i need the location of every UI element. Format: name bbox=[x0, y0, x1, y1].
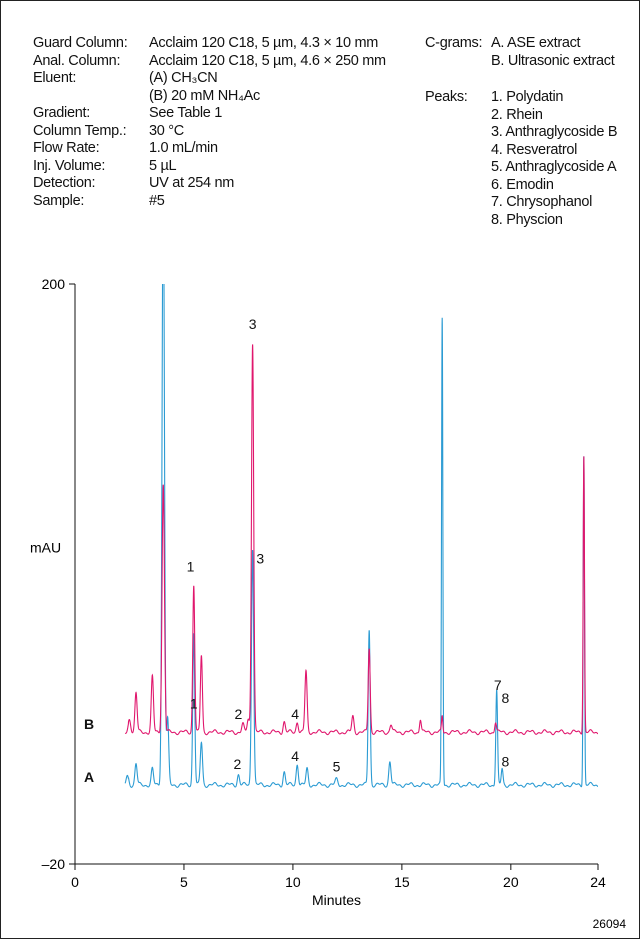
condition-label: Detection: bbox=[33, 175, 96, 191]
y-tick-label: 200 bbox=[42, 276, 66, 292]
x-tick-label: 15 bbox=[394, 874, 410, 890]
condition-row: Guard Column: Acclaim 120 C18, 5 µm, 4.3 … bbox=[33, 35, 386, 53]
peak-label-B: 8 bbox=[501, 690, 509, 706]
peak-row: 6. Emodin bbox=[425, 177, 617, 195]
condition-row: Anal. Column: Acclaim 120 C18, 5 µm, 4.6 … bbox=[33, 53, 386, 71]
condition-row: Gradient: See Table 1 bbox=[33, 105, 386, 123]
condition-row: Inj. Volume: 5 µL bbox=[33, 158, 386, 176]
trace-B bbox=[124, 344, 598, 736]
peak-item: 7. Chrysophanol bbox=[491, 194, 593, 210]
figure-id: 26094 bbox=[593, 917, 627, 931]
condition-row: Sample: #5 bbox=[33, 193, 386, 211]
condition-value: (A) CH₃CN bbox=[149, 70, 218, 86]
condition-label: Flow Rate: bbox=[33, 140, 100, 156]
condition-row: Detection: UV at 254 nm bbox=[33, 175, 386, 193]
condition-value: 30 °C bbox=[149, 122, 184, 139]
condition-row: Column Temp.: 30 °C bbox=[33, 123, 386, 141]
peak-item: 6. Emodin bbox=[491, 176, 554, 193]
peak-label-A: 4 bbox=[291, 748, 299, 764]
peak-item: 4. Resveratrol bbox=[491, 141, 578, 158]
peak-item: 3. Anthraglycoside B bbox=[491, 124, 618, 140]
x-tick-label: 0 bbox=[71, 874, 79, 890]
peak-label-A: 2 bbox=[233, 756, 241, 772]
series-label-A: A bbox=[84, 769, 94, 785]
y-axis-label: mAU bbox=[30, 540, 61, 556]
condition-label: Sample: bbox=[33, 192, 85, 209]
peak-item: 8. Physcion bbox=[491, 211, 563, 228]
x-tick-label: 5 bbox=[180, 874, 188, 890]
condition-label: Anal. Column: bbox=[33, 52, 121, 69]
condition-label: Inj. Volume: bbox=[33, 157, 106, 174]
peak-label-A: 1 bbox=[190, 695, 198, 711]
cgram-row: C-grams: A. ASE extract bbox=[425, 35, 614, 53]
y-tick-label: –20 bbox=[42, 856, 66, 872]
cgram-label: C-grams: bbox=[425, 35, 483, 51]
peak-item: 1. Polydatin bbox=[491, 89, 564, 105]
condition-value: See Table 1 bbox=[149, 105, 223, 121]
peak-row: 8. Physcion bbox=[425, 212, 617, 230]
peak-label-A: 5 bbox=[333, 759, 341, 775]
condition-value: UV at 254 nm bbox=[149, 175, 235, 191]
peak-label-A: 3 bbox=[256, 550, 264, 566]
cgrams-block: C-grams: A. ASE extract B. Ultrasonic extr… bbox=[425, 35, 615, 71]
condition-value: 5 µL bbox=[149, 157, 177, 174]
condition-row: Flow Rate: 1.0 mL/min bbox=[33, 140, 386, 158]
condition-label: Eluent: bbox=[33, 70, 77, 86]
series-label-B: B bbox=[84, 716, 94, 732]
peak-row: 4. Resveratrol bbox=[425, 142, 617, 160]
x-tick-label: 20 bbox=[503, 874, 519, 890]
condition-row: Eluent: (A) CH₃CN bbox=[33, 70, 386, 88]
peak-label-B: 4 bbox=[291, 706, 299, 722]
condition-label: Column Temp.: bbox=[33, 122, 127, 139]
peak-label-A: 8 bbox=[501, 753, 509, 769]
condition-value: #5 bbox=[149, 192, 165, 209]
condition-row: (B) 20 mM NH₄Ac bbox=[33, 88, 386, 106]
cgram-row: B. Ultrasonic extract bbox=[425, 52, 615, 71]
peak-item: 5. Anthraglycoside A bbox=[491, 159, 617, 175]
peak-label-B: 2 bbox=[235, 706, 243, 722]
cgram-item: A. ASE extract bbox=[491, 35, 581, 51]
condition-label: Guard Column: bbox=[33, 35, 128, 51]
peak-row: Peaks: 1. Polydatin bbox=[425, 89, 617, 107]
peak-row: 7. Chrysophanol bbox=[425, 194, 617, 212]
peak-item: 2. Rhein bbox=[491, 106, 543, 123]
peaks-block: Peaks: 1. Polydatin 2. Rhein 3. Anthraglyco… bbox=[425, 89, 618, 230]
peak-label-B: 7 bbox=[494, 677, 502, 693]
x-tick-label: 10 bbox=[285, 874, 301, 890]
conditions-block: Guard Column: Acclaim 120 C18, 5 µm, 4.3 … bbox=[33, 35, 386, 210]
condition-value: Acclaim 120 C18, 5 µm, 4.6 × 250 mm bbox=[149, 52, 386, 69]
peak-row: 5. Anthraglycoside A bbox=[425, 159, 617, 177]
x-tick-label: 24 bbox=[590, 874, 606, 890]
condition-label: Gradient: bbox=[33, 105, 90, 121]
condition-value: (B) 20 mM NH₄Ac bbox=[149, 87, 260, 104]
peak-row: 3. Anthraglycoside B bbox=[425, 124, 618, 142]
peak-row: 2. Rhein bbox=[425, 107, 617, 125]
peak-label-B: 1 bbox=[187, 558, 195, 574]
condition-value: 1.0 mL/min bbox=[149, 140, 218, 156]
peak-label-B: 3 bbox=[249, 316, 257, 332]
condition-value: Acclaim 120 C18, 5 µm, 4.3 × 10 mm bbox=[149, 35, 379, 51]
cgram-item: B. Ultrasonic extract bbox=[491, 52, 615, 69]
x-axis-label: Minutes bbox=[312, 892, 361, 908]
trace-A bbox=[124, 284, 598, 788]
peak-label: Peaks: bbox=[425, 89, 468, 105]
